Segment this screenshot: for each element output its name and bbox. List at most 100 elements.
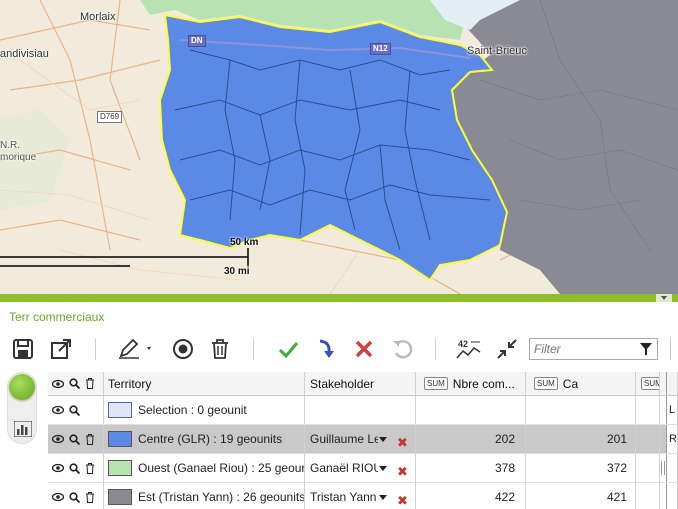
more-cell: [636, 425, 660, 453]
header-nbre-label: Nbre com...: [452, 376, 515, 391]
cancel-button[interactable]: [351, 336, 377, 362]
eye-icon[interactable]: [52, 379, 64, 389]
redo-button[interactable]: [313, 336, 339, 362]
scale-km: 50 km: [230, 237, 259, 248]
remove-stakeholder-icon[interactable]: ✖: [397, 493, 408, 508]
search-icon[interactable]: [69, 433, 80, 445]
distance-button[interactable]: 42: [456, 336, 482, 362]
view-toggle[interactable]: [7, 372, 37, 444]
header-stakeholder[interactable]: Stakeholder: [305, 372, 416, 395]
export-icon: [51, 339, 71, 359]
refresh-button[interactable]: [389, 336, 415, 362]
save-icon: [13, 339, 33, 359]
nbre-cell: [416, 396, 526, 424]
ca-cell: 421: [526, 483, 636, 509]
search-icon[interactable]: [69, 462, 80, 474]
search-icon[interactable]: [69, 404, 80, 416]
filter-input[interactable]: [530, 339, 630, 359]
side-cell: [666, 454, 678, 482]
row-icons: [48, 454, 104, 482]
remove-stakeholder-icon[interactable]: ✖: [397, 435, 408, 450]
sum-badge[interactable]: SUM: [424, 377, 448, 390]
map-view[interactable]: Morlaix andivisiau Saint-Brieuc N.R. mor…: [0, 0, 678, 294]
stakeholder-cell[interactable]: Ganaël RIOU ✖: [305, 454, 416, 482]
toolbar: 42: [0, 332, 678, 366]
search-icon[interactable]: [69, 491, 80, 503]
territory-cell[interactable]: Centre (GLR) : 19 geounits: [104, 425, 305, 453]
header-more[interactable]: SUM: [636, 372, 660, 395]
table-row[interactable]: Ouest (Ganael Riou) : 25 geounits Ganaël…: [48, 454, 678, 483]
color-swatch[interactable]: [108, 431, 132, 447]
stakeholder-cell[interactable]: Guillaume Le ✖: [305, 425, 416, 453]
stakeholder-name: Guillaume Le: [310, 432, 378, 446]
toggle-knob[interactable]: [9, 374, 35, 400]
trash-icon[interactable]: [85, 462, 95, 474]
territory-label: Selection : 0 geounit: [138, 403, 247, 417]
bar-chart-icon[interactable]: [14, 421, 32, 437]
edit-dropdown-button[interactable]: [115, 336, 155, 362]
filter-icon[interactable]: [640, 343, 652, 355]
map-label-morlaix: Morlaix: [80, 11, 116, 23]
territory-cell[interactable]: Est (Tristan Yann) : 26 geounits: [104, 483, 305, 509]
trash-icon[interactable]: [85, 433, 95, 445]
collapse-panel-button[interactable]: [656, 294, 672, 302]
road-shield-d769: D769: [97, 111, 123, 123]
eye-icon[interactable]: [52, 492, 64, 502]
remove-stakeholder-icon[interactable]: ✖: [397, 464, 408, 479]
road-shield-dn: DN: [188, 35, 206, 47]
panel-resize-bar[interactable]: [0, 294, 678, 302]
save-button[interactable]: [10, 336, 36, 362]
search-icon[interactable]: [69, 378, 80, 389]
export-button[interactable]: [48, 336, 74, 362]
validate-button[interactable]: [275, 336, 301, 362]
header-territory[interactable]: Territory: [104, 372, 305, 395]
distance-icon: 42: [456, 339, 481, 359]
more-cell: [636, 396, 660, 424]
target-icon: [173, 339, 193, 359]
sum-badge[interactable]: SUM: [641, 377, 659, 390]
chevron-down-icon[interactable]: [379, 436, 387, 442]
table-row[interactable]: Centre (GLR) : 19 geounits Guillaume Le …: [48, 425, 678, 454]
territory-cell[interactable]: Selection : 0 geounit: [104, 396, 305, 424]
table-row[interactable]: Selection : 0 geounit L: [48, 396, 678, 425]
stakeholder-cell[interactable]: [305, 396, 416, 424]
sum-badge[interactable]: SUM: [534, 377, 558, 390]
collapse-icon: [497, 339, 517, 359]
scale-mi: 30 mi: [224, 266, 250, 277]
trash-icon[interactable]: [85, 491, 95, 503]
table-header: Territory Stakeholder SUM Nbre com... SU…: [48, 372, 678, 396]
stakeholder-cell[interactable]: Tristan Yann ✖: [305, 483, 416, 509]
side-column: [666, 372, 678, 395]
table-row[interactable]: Est (Tristan Yann) : 26 geounits Tristan…: [48, 483, 678, 509]
map-canvas: [0, 0, 678, 294]
target-button[interactable]: [170, 336, 196, 362]
territory-cell[interactable]: Ouest (Ganael Riou) : 25 geounits: [104, 454, 305, 482]
eye-icon[interactable]: [52, 405, 64, 415]
nbre-cell: 202: [416, 425, 526, 453]
chevron-down-icon[interactable]: [379, 494, 387, 500]
color-swatch[interactable]: [108, 489, 132, 505]
trash-icon[interactable]: [85, 378, 95, 389]
eye-icon[interactable]: [52, 434, 64, 444]
ca-cell: [526, 396, 636, 424]
more-cell: [636, 483, 660, 509]
refresh-icon: [393, 339, 413, 359]
delete-button[interactable]: [207, 336, 233, 362]
filter-field[interactable]: [529, 338, 658, 360]
eye-icon[interactable]: [52, 463, 64, 473]
distance-badge: 42: [458, 339, 468, 349]
map-label-saint-brieuc: Saint-Brieuc: [467, 45, 527, 57]
chevron-down-icon[interactable]: [379, 465, 387, 471]
nbre-cell: 378: [416, 454, 526, 482]
header-nbre[interactable]: SUM Nbre com...: [416, 372, 526, 395]
territory-label: Ouest (Ganael Riou) : 25 geounits: [138, 461, 304, 475]
color-swatch[interactable]: [108, 402, 132, 418]
color-swatch[interactable]: [108, 460, 132, 476]
ca-cell: 372: [526, 454, 636, 482]
more-cell: [636, 454, 660, 482]
header-ca[interactable]: SUM Ca: [526, 372, 636, 395]
stakeholder-name: Tristan Yann: [310, 490, 377, 504]
check-icon: [278, 342, 299, 359]
shrink-button[interactable]: [494, 336, 520, 362]
map-label-nr: N.R.: [0, 140, 20, 151]
